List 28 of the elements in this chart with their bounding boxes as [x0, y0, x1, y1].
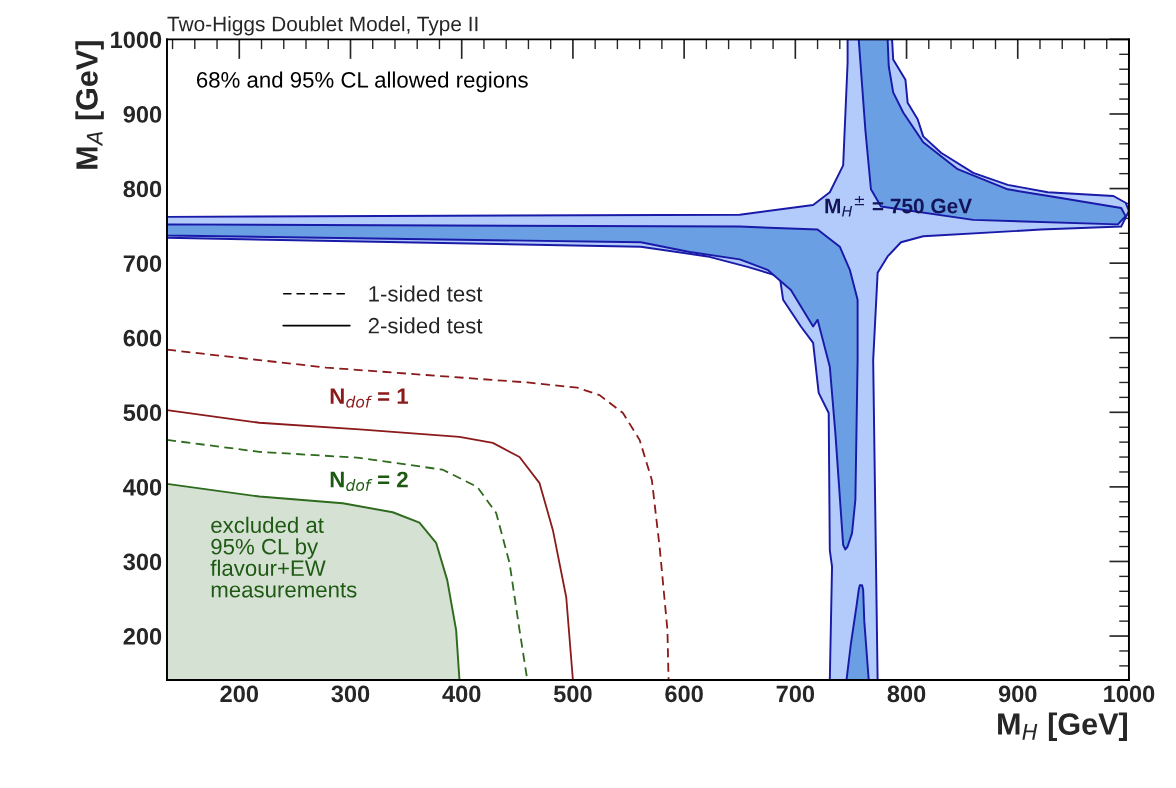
y-axis-title: M$_{A}$ [GeV] — [75, 41, 104, 169]
x-tick-label: 700 — [776, 685, 815, 703]
y-tick-label: 500 — [123, 404, 162, 422]
y-tick-label: 300 — [123, 553, 162, 571]
x-tick-label: 500 — [553, 685, 592, 703]
x-tick-label: 300 — [331, 685, 370, 703]
y-tick-label: 400 — [123, 478, 162, 496]
x-axis-title: M$_{H}$ [GeV] — [998, 712, 1127, 741]
x-tick-label: 400 — [442, 685, 481, 703]
chart-title: Two-Higgs Doublet Model, Type II — [167, 16, 478, 36]
annotation: 68% and 95% CL allowed regions — [196, 71, 528, 93]
y-tick-label: 700 — [123, 255, 162, 272]
x-tick-label: 600 — [665, 685, 703, 703]
annotation: excluded at 95% CL by flavour+EW measurements — [210, 516, 357, 598]
y-tick-label: 1000 — [111, 31, 162, 49]
annotation: M$_{H}$$^{±}$ = 750 GeV — [825, 196, 972, 217]
x-tick-label: 1000 — [1104, 685, 1155, 703]
x-tick-label: 200 — [220, 685, 259, 703]
y-tick-label: 200 — [123, 628, 162, 645]
y-tick-label: 900 — [123, 106, 162, 123]
annotation: N$_{dof}$ = 1 — [330, 388, 409, 408]
legend-label: 2-sided test — [368, 317, 483, 334]
y-tick-label: 600 — [123, 329, 162, 347]
y-tick-label: 800 — [123, 180, 162, 198]
x-tick-label: 900 — [998, 685, 1037, 703]
x-tick-label: 800 — [887, 685, 926, 703]
annotation: N$_{dof}$ = 2 — [330, 471, 408, 492]
legend-label: 1-sided test — [369, 285, 483, 302]
